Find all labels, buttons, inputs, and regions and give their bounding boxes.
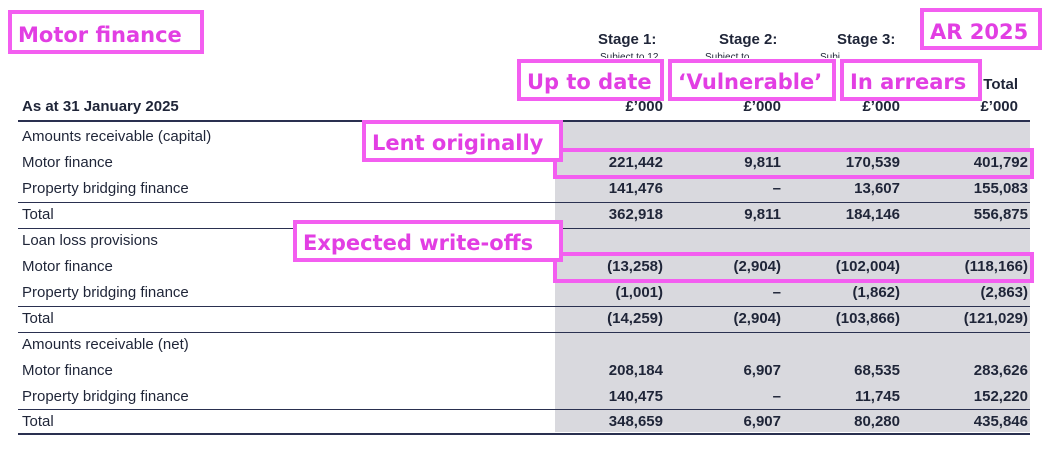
cell-value: 401,792: [973, 154, 1028, 171]
stage-2-subtext: Subject to: [705, 52, 750, 58]
cell-value: 9,811: [744, 206, 781, 223]
row-label: Motor finance: [22, 258, 113, 275]
shaded-value-region: [555, 121, 1030, 432]
cell-value: 152,220: [973, 388, 1028, 405]
cell-value: (1,862): [852, 284, 900, 301]
cell-value: 556,875: [973, 206, 1028, 223]
row-label: Motor finance: [22, 154, 113, 171]
as-at-date: As at 31 January 2025: [22, 98, 179, 115]
total-header: Total: [983, 76, 1018, 93]
cell-value: 348,659: [608, 413, 663, 430]
annotation-lent-originally: Lent originally: [362, 120, 563, 162]
cell-value: (13,258): [607, 258, 663, 275]
row-label: Amounts receivable (capital): [22, 128, 212, 145]
table-row: Motor finance 208,184 6,907 68,535 283,6…: [0, 359, 1050, 383]
unit-stage-1: £’000: [625, 98, 663, 115]
stage-1-header: Stage 1:: [598, 31, 657, 48]
unit-stage-3: £’000: [862, 98, 900, 115]
cell-value: 13,607: [854, 180, 900, 197]
table-row: Amounts receivable (net): [0, 333, 1050, 357]
rule-provisions-total-bottom: [18, 332, 1030, 333]
annotation-year: AR 2025: [920, 8, 1042, 50]
cell-value: (14,259): [607, 310, 663, 327]
cell-value: 11,745: [854, 388, 900, 405]
cell-value: 221,442: [608, 154, 663, 171]
cell-value: 155,083: [973, 180, 1028, 197]
cell-value: 184,146: [845, 206, 900, 223]
row-label: Loan loss provisions: [22, 232, 158, 249]
table-bottom-rule: [18, 433, 1030, 435]
annotation-up-to-date: Up to date: [517, 59, 664, 101]
cell-value: (118,166): [964, 258, 1028, 275]
cell-value: 6,907: [743, 413, 781, 430]
cell-value: –: [772, 284, 781, 301]
cell-value: 141,476: [608, 180, 663, 197]
cell-value: (102,004): [835, 258, 900, 275]
row-label: Property bridging finance: [22, 284, 189, 301]
cell-value: 9,811: [744, 154, 781, 171]
table-row: Total 348,659 6,907 80,280 435,846: [0, 410, 1050, 434]
cell-value: 170,539: [845, 154, 900, 171]
cell-value: (103,866): [835, 310, 900, 327]
stage-2-header: Stage 2:: [719, 31, 778, 48]
annotation-title: Motor finance: [8, 10, 204, 54]
cell-value: (2,904): [733, 258, 781, 275]
table-row: Amounts receivable (capital): [0, 125, 1050, 149]
cell-value: –: [772, 388, 781, 405]
cell-value: 283,626: [973, 362, 1028, 379]
row-label: Property bridging finance: [22, 388, 189, 405]
table-row: Total (14,259) (2,904) (103,866) (121,02…: [0, 307, 1050, 331]
row-label: Motor finance: [22, 362, 113, 379]
row-label: Total: [22, 310, 54, 327]
unit-total: £’000: [980, 98, 1018, 115]
table-row: Loan loss provisions: [0, 229, 1050, 253]
table-row: Total 362,918 9,811 184,146 556,875: [0, 203, 1050, 227]
cell-value: (2,863): [980, 284, 1028, 301]
table-row: Property bridging finance 141,476 – 13,6…: [0, 177, 1050, 201]
cell-value: (121,029): [963, 310, 1028, 327]
stage-1-subtext: Subject to 12: [600, 52, 659, 58]
stage-3-subtext: Subject to: [820, 52, 840, 58]
table-row: Motor finance 221,442 9,811 170,539 401,…: [0, 151, 1050, 175]
cell-value: –: [772, 180, 781, 197]
annotation-expected-write-offs: Expected write-offs: [293, 220, 563, 262]
row-label: Total: [22, 413, 54, 430]
table-row: Motor finance (13,258) (2,904) (102,004)…: [0, 255, 1050, 279]
cell-value: 140,475: [608, 388, 663, 405]
row-label: Property bridging finance: [22, 180, 189, 197]
cell-value: 208,184: [608, 362, 663, 379]
cell-value: 435,846: [973, 413, 1028, 430]
row-label: Amounts receivable (net): [22, 336, 189, 353]
cell-value: (1,001): [615, 284, 663, 301]
cell-value: (2,904): [733, 310, 781, 327]
row-label: Total: [22, 206, 54, 223]
annotation-vulnerable: ‘Vulnerable’: [668, 59, 836, 101]
cell-value: 6,907: [743, 362, 781, 379]
stage-3-header: Stage 3:: [837, 31, 896, 48]
cell-value: 362,918: [608, 206, 663, 223]
unit-stage-2: £’000: [743, 98, 781, 115]
table-row: Property bridging finance 140,475 – 11,7…: [0, 385, 1050, 409]
rule-provisions-total: [18, 306, 1030, 307]
table-row: Property bridging finance (1,001) – (1,8…: [0, 281, 1050, 305]
motor-finance-provisions-highlight: [553, 252, 1034, 283]
annotation-in-arrears: In arrears: [840, 59, 982, 101]
cell-value: 68,535: [854, 362, 900, 379]
cell-value: 80,280: [854, 413, 900, 430]
rule-capital-total: [18, 202, 1030, 203]
rule-net-total: [18, 409, 1030, 410]
motor-finance-capital-highlight: [553, 148, 1034, 179]
